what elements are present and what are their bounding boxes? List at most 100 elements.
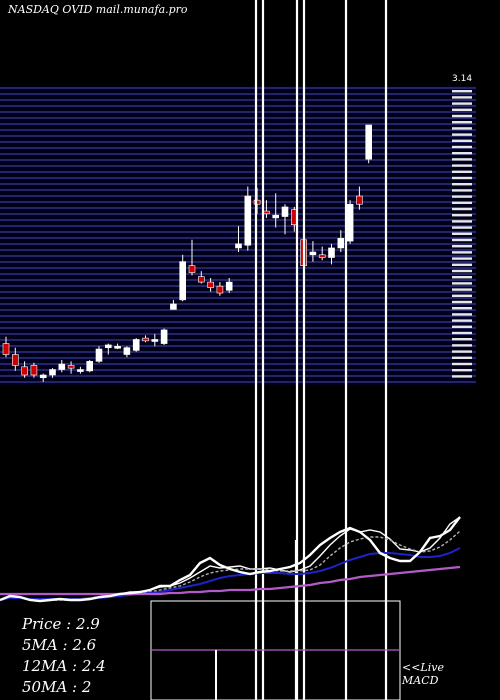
macd-panel: [150, 600, 401, 700]
candle-body-up: [123, 347, 131, 355]
tick-label: [452, 257, 472, 260]
candle-body-up: [281, 206, 289, 217]
tick-label: [452, 307, 472, 310]
candle: [21, 361, 28, 378]
tick-label: [452, 288, 472, 291]
candle: [318, 246, 326, 261]
candle: [356, 186, 363, 210]
tick-label: [452, 183, 472, 186]
candle: [207, 278, 214, 292]
candle-body-down: [263, 210, 270, 215]
price-marker-lines: [254, 0, 388, 700]
candle: [365, 124, 373, 164]
tick-label: [452, 356, 472, 359]
stat-50ma: 50MA : 2: [22, 678, 92, 696]
macd-label: MACD: [402, 674, 439, 687]
candle: [12, 347, 19, 371]
candle: [198, 271, 205, 284]
candle-body-up: [272, 214, 280, 219]
candle-body-down: [21, 366, 28, 376]
tick-label: [452, 90, 472, 93]
candle-body-down: [30, 365, 38, 376]
candle: [39, 373, 47, 382]
candle-body-up: [225, 281, 233, 291]
tick-label: [452, 158, 472, 161]
price-line: [0, 516, 461, 603]
tick-label: [452, 331, 472, 335]
stat-price: Price : 2.9: [22, 615, 100, 633]
candle: [160, 328, 168, 345]
candle-body-up: [160, 329, 168, 344]
candle-body-down: [216, 285, 224, 294]
chart-title: NASDAQ OVID mail.munafa.pro: [8, 3, 188, 16]
candle-body-up: [244, 195, 252, 246]
tick-label: [452, 282, 472, 285]
ma-line-longest: [0, 565, 461, 596]
tick-label: [452, 214, 472, 217]
tick-label: [452, 313, 472, 316]
candle-body-up: [235, 243, 242, 249]
price-grid: [0, 86, 476, 385]
tick-label: [452, 139, 472, 142]
tick-label: [452, 96, 472, 99]
candle: [123, 346, 131, 358]
candle: [95, 346, 103, 363]
tick-label: [452, 164, 472, 167]
candle: [77, 366, 84, 374]
candle: [225, 278, 233, 294]
tick-label: [452, 319, 472, 322]
candle-body-down: [198, 276, 205, 283]
candle: [272, 193, 280, 228]
candle-body-down: [67, 365, 75, 369]
tick-label: [452, 263, 472, 266]
candle-body-up: [114, 346, 121, 349]
candle-body-up: [151, 339, 159, 342]
candle: [188, 239, 196, 276]
tick-label: [452, 114, 472, 118]
candle-body-up: [49, 369, 56, 376]
candle: [337, 230, 345, 253]
candle-body-down: [12, 354, 19, 366]
candle-body-up: [105, 344, 112, 348]
tick-label: [452, 189, 472, 192]
candle: [179, 254, 186, 302]
candle: [170, 299, 177, 310]
candle: [86, 359, 93, 373]
tick-label: [452, 362, 472, 366]
tick-label: [452, 269, 472, 273]
tick-label: [452, 276, 472, 279]
tick-label: [452, 251, 472, 254]
tick-label: [452, 121, 472, 124]
tick-label: [452, 369, 472, 372]
candle: [216, 282, 224, 296]
candle-body-up: [86, 361, 93, 372]
candle: [244, 186, 252, 251]
candle: [114, 343, 121, 350]
tick-label: [452, 102, 472, 105]
tick-label: [452, 232, 472, 235]
tick-label: [452, 201, 472, 204]
candle: [132, 338, 140, 352]
live-link[interactable]: <<Live: [402, 661, 444, 674]
tick-label: [452, 176, 472, 180]
candle: [58, 359, 66, 373]
candle-body-up: [365, 124, 373, 160]
tick-label: [452, 152, 472, 155]
candle-body-up: [77, 369, 84, 372]
tick-label: [452, 127, 472, 130]
moving-average-panel: [0, 516, 461, 603]
tick-label: [452, 133, 472, 136]
candle-body-up: [328, 247, 335, 258]
candle: [30, 362, 38, 378]
candle: [49, 368, 56, 378]
top-tick-label: 3.14: [452, 74, 472, 84]
tick-label: [452, 338, 472, 341]
candle: [309, 241, 317, 262]
candle-body-up: [58, 363, 66, 370]
tick-label: [452, 300, 472, 304]
candle-body-down: [356, 195, 363, 205]
stats-panel: Price : 2.9 5MA : 2.6 12MA : 2.4 50MA : …: [22, 614, 106, 698]
tick-label: [452, 294, 472, 297]
price-axis-ticks: [452, 90, 472, 378]
